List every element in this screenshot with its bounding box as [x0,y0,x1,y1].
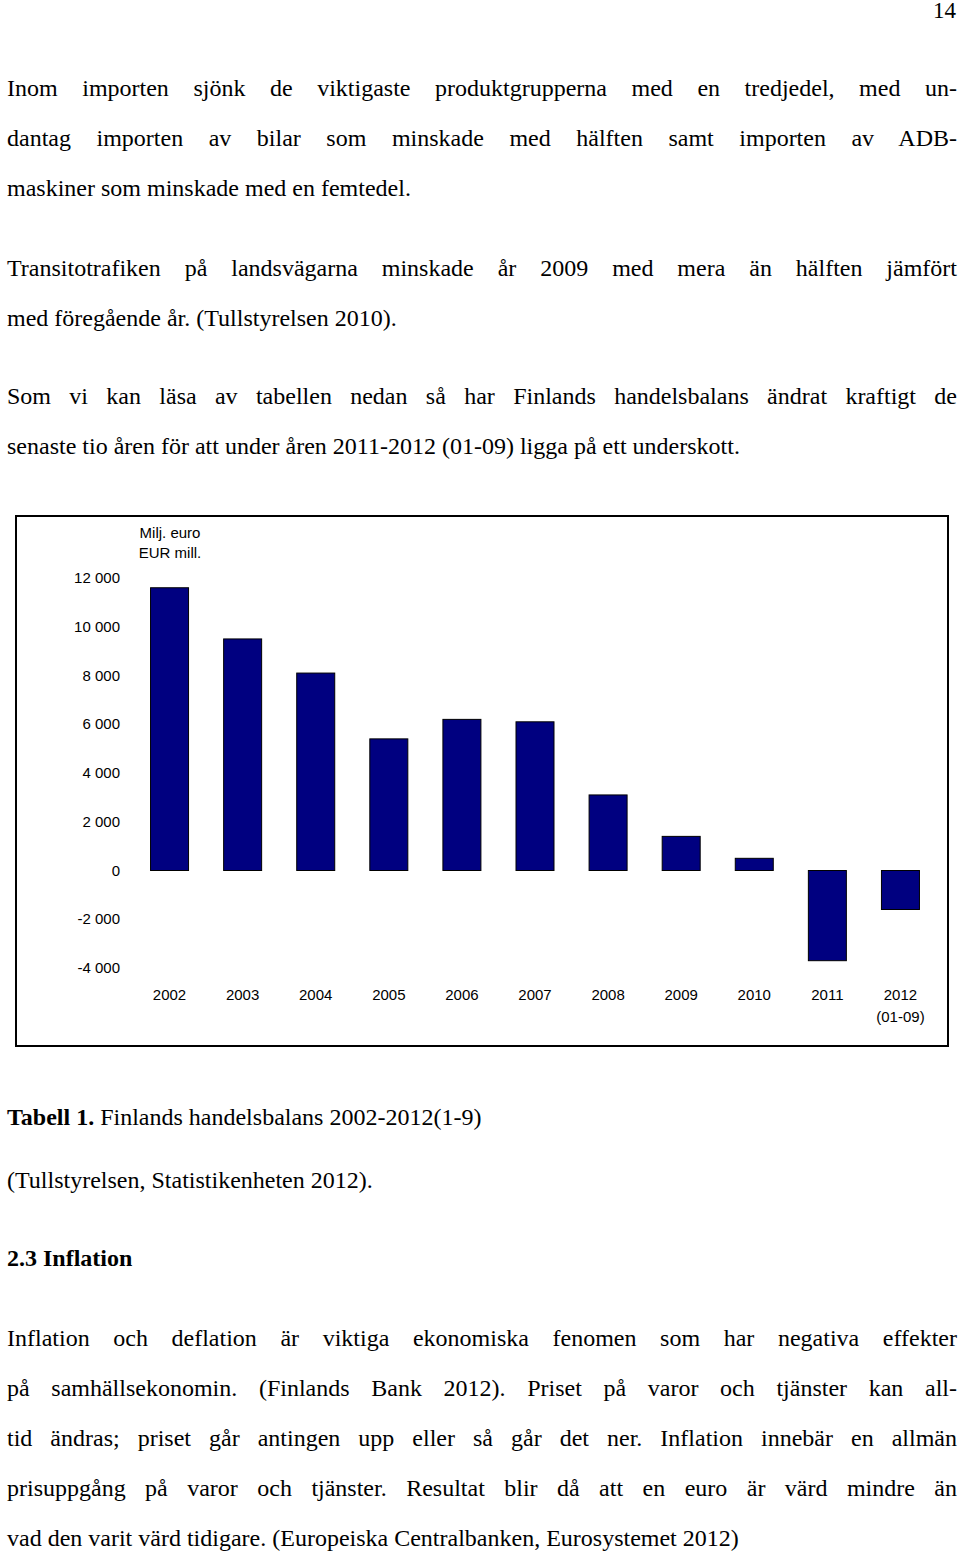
bar [881,871,919,910]
paragraph-line: senaste tio åren för att under åren 2011… [7,431,957,461]
caption-text: Finlands handelsbalans 2002-2012(1-9) [100,1104,481,1130]
caption-source: (Tullstyrelsen, Statistikenheten 2012). [7,1165,957,1195]
category-label: 2005 [372,986,405,1003]
tick-label: 10 000 [74,618,120,635]
paragraph-line: på samhällsekonomin. (Finlands Bank 2012… [7,1373,957,1403]
category-label: 2010 [738,986,771,1003]
paragraph-line: maskiner som minskade med en femtedel. [7,173,957,203]
paragraph-line: med föregående år. (Tullstyrelsen 2010). [7,303,957,333]
bar [516,722,554,871]
tick-label: 12 000 [74,569,120,586]
category-label: 2012 (01-09) [876,986,924,1025]
category-label: 2006 [445,986,478,1003]
caption-label: Tabell 1. [7,1104,94,1130]
category-label-part: 2005 [372,986,405,1003]
bar [662,836,700,870]
category-label: 2007 [518,986,551,1003]
category-label: 2011 [811,986,843,1003]
bar [443,719,481,870]
bars [151,588,920,961]
tick-label: -2 000 [77,910,120,927]
page-number: 14 [933,0,956,26]
bar [151,588,189,871]
category-label-part: 2010 [738,986,771,1003]
tick-label: 0 [112,862,120,879]
paragraph-line: tid ändras; priset går antingen upp elle… [7,1423,957,1453]
paragraph-line: dantag importen av bilar som minskade me… [7,123,957,153]
category-label-part: 2007 [518,986,551,1003]
paragraph-line: Inflation och deflation är viktiga ekono… [7,1323,957,1353]
bar [808,871,846,961]
category-label-part: 2008 [591,986,624,1003]
category-label-part: 2011 [811,986,843,1003]
tick-label: 8 000 [82,667,120,684]
category-label: 2002 [153,986,186,1003]
category-label-part: (01-09) [876,1008,924,1025]
bar [370,739,408,871]
paragraph-line: Som vi kan läsa av tabellen nedan så har… [7,381,957,411]
category-label-part: 2003 [226,986,259,1003]
paragraph-line: prisuppgång på varor och tjänster. Resul… [7,1473,957,1503]
tick-label: 6 000 [82,715,120,732]
category-label: 2009 [664,986,697,1003]
category-label-part: 2004 [299,986,332,1003]
axis-label: Milj. euro [140,524,201,541]
category-label-part: 2012 [884,986,917,1003]
category-label: 2008 [591,986,624,1003]
tick-label: 2 000 [82,813,120,830]
bar [589,795,627,871]
chart: Milj. euro EUR mill. -4 000 -2 000 0 2 000 4 0… [0,0,960,1555]
axis-label: EUR mill. [139,544,202,561]
category-label-part: 2009 [664,986,697,1003]
tick-label: 4 000 [82,764,120,781]
category-label-part: 2002 [153,986,186,1003]
section-heading: 2.3 Inflation [7,1243,957,1273]
tick-label: -4 000 [77,959,120,976]
category-label-part: 2006 [445,986,478,1003]
chart-frame [16,516,948,1046]
paragraph-line: Inom importen sjönk de viktigaste produk… [7,73,957,103]
category-label: 2004 [299,986,332,1003]
category-label: 2003 [226,986,259,1003]
paragraph-line: vad den varit värd tidigare. (Europeiska… [7,1523,957,1553]
caption: Tabell 1.Finlands handelsbalans 2002-201… [7,1102,957,1132]
bar [297,673,335,870]
bar [224,639,262,871]
paragraph-line: Transitotrafiken på landsvägarna minskad… [7,253,957,283]
bar [735,858,773,870]
